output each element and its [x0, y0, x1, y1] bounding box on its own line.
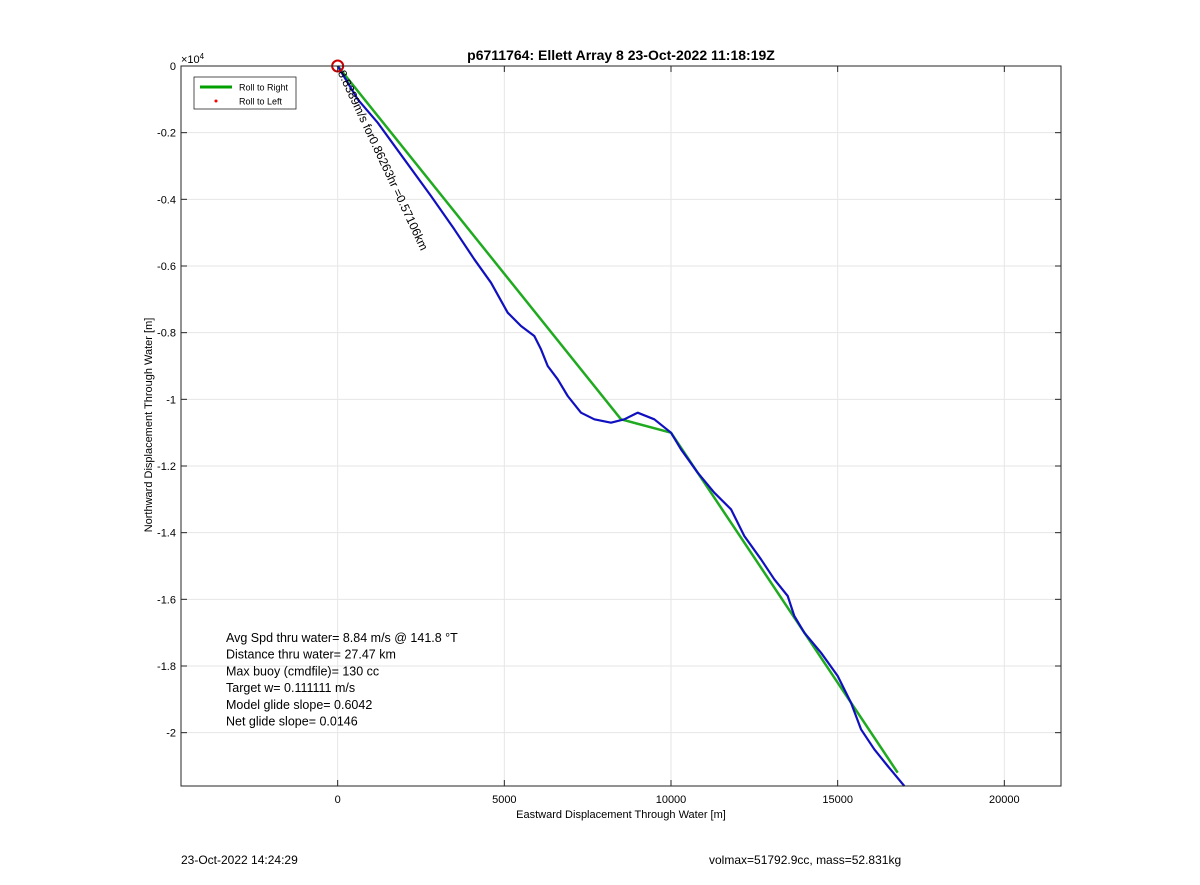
y-exponent-label: ×104: [181, 52, 205, 66]
series-line-1: [336, 65, 906, 787]
y-tick-label: -1.2: [157, 461, 176, 473]
segment-annotation: 8.8389m/s for0.86263hr =0.57106km: [335, 68, 431, 253]
stats-line: Model glide slope= 0.6042: [226, 698, 372, 712]
y-tick-label: -0.4: [157, 194, 176, 206]
x-axis-label: Eastward Displacement Through Water [m]: [516, 809, 726, 821]
y-exponent-power: 4: [200, 52, 205, 61]
annotation-layer: 8.8389m/s for0.86263hr =0.57106km: [335, 68, 431, 253]
y-tick-label: -1.4: [157, 528, 176, 540]
y-tick-label: -1.6: [157, 594, 176, 606]
chart-title: p6711764: Ellett Array 8 23-Oct-2022 11:…: [467, 47, 775, 63]
x-tick-label: 10000: [656, 794, 687, 806]
x-tick-label: 20000: [989, 794, 1020, 806]
stats-text: Avg Spd thru water= 8.84 m/s @ 141.8 °T D…: [226, 631, 458, 729]
axes: 0 5000 10000 15000 20000 0 -0.2 -0.4 -0.6 -0.8 -1 -…: [157, 61, 1062, 806]
y-tick-label: 0: [170, 61, 176, 73]
series-line-0: [336, 65, 899, 774]
stats-line: Avg Spd thru water= 8.84 m/s @ 141.8 °T: [226, 631, 458, 645]
series-layer: [331, 59, 906, 787]
footer-volmax-mass: volmax=51792.9cc, mass=52.831kg: [709, 853, 902, 867]
legend: Roll to Right Roll to Left: [193, 76, 297, 110]
legend-label: Roll to Left: [239, 97, 283, 107]
legend-swatch-dot: [214, 99, 218, 103]
stats-line: Distance thru water= 27.47 km: [226, 648, 396, 662]
y-tick-label: -1: [166, 394, 176, 406]
y-tick-label: -1.8: [157, 661, 176, 673]
y-tick-label: -0.6: [157, 261, 176, 273]
footer-timestamp: 23-Oct-2022 14:24:29: [181, 853, 298, 867]
legend-box: [193, 76, 297, 110]
stats-line: Max buoy (cmdfile)= 130 cc: [226, 664, 379, 678]
y-exponent-base: ×10: [181, 54, 200, 66]
x-tick-label: 15000: [822, 794, 853, 806]
y-axis-label: Northward Displacement Through Water [m]: [143, 318, 155, 533]
x-tick-label: 5000: [492, 794, 516, 806]
axes-box: [180, 65, 1062, 787]
stats-line: Net glide slope= 0.0146: [226, 715, 358, 729]
stats-line: Target w= 0.111111 m/s: [226, 681, 355, 695]
legend-label: Roll to Right: [239, 83, 289, 93]
y-tick-label: -2: [166, 728, 176, 740]
x-tick-label: 0: [335, 794, 341, 806]
y-tick-label: -0.2: [157, 128, 176, 140]
y-tick-label: -0.8: [157, 328, 176, 340]
